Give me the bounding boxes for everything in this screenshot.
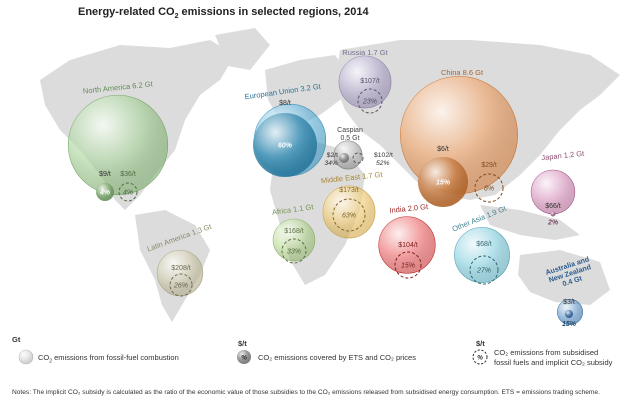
legend-ets-percent: % [241,355,247,362]
subsidy-pct-label: 23% [362,99,377,106]
map-container: North America 6.2 Gt $9/t 4% $36/t 4% Europea… [40,28,620,328]
legend-subsidy-text-line1: CO₂ emissions from subsidised [494,348,599,357]
subsidy-bubble [281,238,307,264]
landmass-greenland [215,28,270,70]
subsidy-price-label: $29/t [481,162,497,169]
region-label: China 8.6 Gt [441,68,484,77]
subsidy-price-label: $68/t [476,241,492,248]
region-label: Russia 1.7 Gt [342,48,388,57]
region-china: China 8.6 Gt $6/t 15% $29/t 8% [400,68,518,207]
ets-pct-label: 15% [436,180,451,187]
legend-ets-circle-icon: % [237,350,251,364]
legend-ets-text: CO₂ emissions covered by ETS and CO₂ pri… [258,353,416,362]
subsidy-bubble [357,88,383,114]
subsidy-pct-label: 26% [173,283,188,290]
region-africa: Africa 1.1 Gt$168/t33% [271,202,316,264]
subsidy-pct-label: 27% [476,268,491,275]
subsidy-price-label: $107/t [360,78,380,85]
legend-subsidy-unit: $/t [476,339,485,348]
ets-price-label: $9/t [99,171,111,178]
subsidy-price-label: $104/t [398,242,418,249]
subsidy-price-label: $102/t [374,152,393,159]
emissions-bubble-gloss [531,170,575,214]
ets-bubble-gloss [96,183,114,201]
region-india: India 2.0 Gt $104/t 15% [378,202,436,279]
landmass-australia [518,250,610,305]
ets-price-label: $3/t [563,299,575,306]
subsidy-pct-label: 33% [287,249,301,256]
ets-bubble-gloss [418,157,468,207]
chart-title: Energy-related CO2 emissions in selected… [78,6,369,21]
subsidy-pct-label: 8% [484,186,494,193]
subsidy-bubble [474,173,504,203]
landmass-southeast-asia [480,205,580,240]
ets-price-label: $8/t [279,100,291,107]
ets-price-label: $66/t [545,203,561,210]
subsidy-pct-label: 63% [342,213,356,220]
legend-subsidy-circle-icon: % [472,349,488,365]
legend-gt-circle-icon [18,349,34,365]
region-russia: Russia 1.7 Gt $107/t 23% [338,48,392,114]
subsidy-pct-label: 52% [376,160,390,167]
ets-pct-label: 15% [562,321,577,328]
emissions-bubble-gloss [338,55,392,109]
ets-pct-label: 34% [324,160,338,167]
ets-price-label: $2/t [327,152,338,159]
subsidy-bubble [332,198,366,232]
region-gt-label: 0.5 Gt [340,135,359,142]
region-label: India 2.0 Gt [389,202,429,215]
region-european-union: European Union 3.2 Gt$8/t60% [244,82,327,177]
ets-pct-label: 60% [278,143,293,150]
ets-bubble-gloss [339,153,349,163]
emissions-bubble-gloss [157,250,203,296]
region-label: Caspian [337,127,363,134]
subsidy-price-label: $36/t [120,171,136,178]
subsidy-pct-label: 15% [401,263,415,270]
subsidy-bubble [169,273,193,297]
ets-pct-label: 4% [99,190,111,197]
subsidy-bubble [118,182,138,202]
subsidy-pct-label: 4% [123,190,133,197]
emissions-bubble-gloss [273,219,315,261]
ets-bubble-gloss [253,113,317,177]
subsidy-price-label: $168/t [284,228,304,235]
region-north-america: North America 6.2 Gt$9/t4%$36/t4% [67,79,169,202]
emissions-bubble-gloss [68,95,168,195]
subsidy-price-label: $173/t [339,187,359,194]
legend-gt-unit: Gt [12,335,21,344]
legend-ets-unit: $/t [238,339,247,348]
legend-subsidy-percent: % [477,355,483,362]
legend-subsidy-text-line2: fossil fuels and implicit CO₂ subsidy [494,358,613,367]
subsidy-price-label: $208/t [171,265,191,272]
region-label: Japan 1.2 Gt [541,149,586,163]
region-japan: Japan 1.2 Gt $66/t 2% [530,149,586,227]
subsidy-bubble [352,152,364,164]
subsidy-bubble [394,251,422,279]
subsidy-bubble [469,255,499,285]
ets-price-label: $6/t [437,146,449,153]
region-middle-east: Middle East 1.7 Gt$173/t63% [321,170,384,239]
legend: Gt CO2 emissions from fossil-fuel combus… [10,335,632,380]
legend-gt-text: CO2 emissions from fossil-fuel combustio… [38,353,179,365]
emissions-bubble-gloss [378,216,436,274]
ets-pct-label: 2% [547,220,559,227]
ets-bubble-gloss [550,211,556,217]
notes: Notes: The implicit CO₂ subsidy is calcu… [12,389,600,396]
ets-bubble-gloss [565,310,573,318]
emissions-bubble-gloss [454,227,510,283]
